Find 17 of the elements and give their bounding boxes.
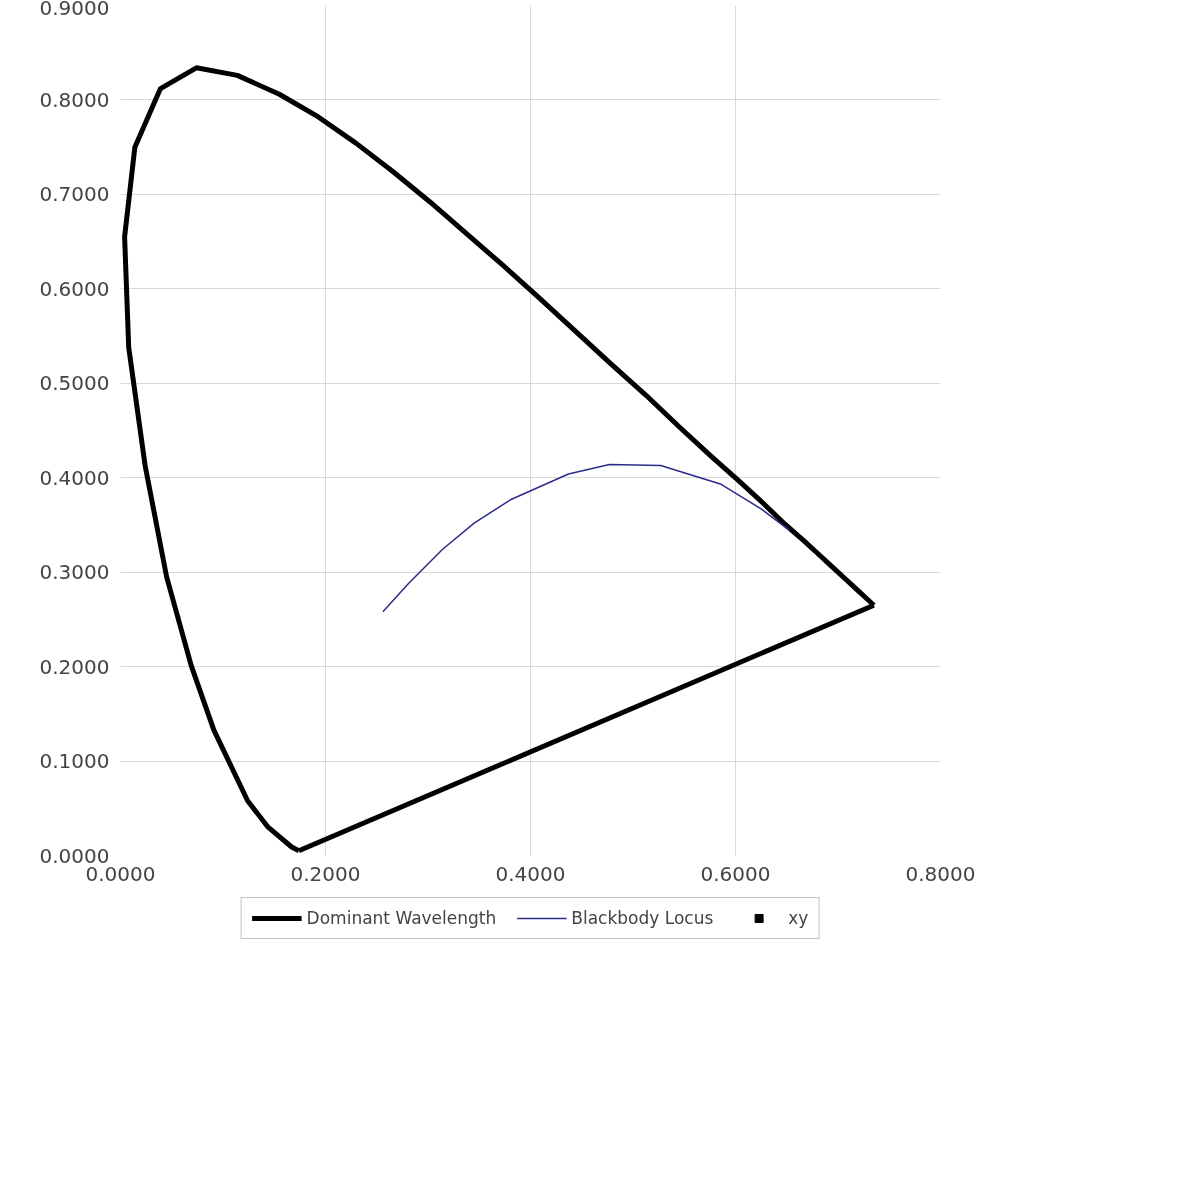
legend-label: Dominant Wavelength	[306, 908, 497, 928]
y-tick-label: 0.3000	[39, 560, 110, 585]
y-tick-label: 0.8000	[39, 87, 110, 112]
y-tick-label: 0.7000	[39, 182, 110, 207]
x-tick-label: 0.8000	[905, 861, 976, 886]
legend-label: Blackbody Locus	[571, 908, 714, 928]
x-tick-label: 0.4000	[495, 861, 566, 886]
y-tick-label: 0.4000	[39, 465, 110, 490]
y-tick-label: 0.6000	[39, 276, 110, 301]
y-tick-label: 0.2000	[39, 654, 110, 679]
x-tick-label: 0.6000	[700, 861, 771, 886]
y-tick-label: 0.1000	[39, 749, 110, 774]
y-tick-label: 0.5000	[39, 371, 110, 396]
legend-label: xy	[788, 908, 809, 928]
x-tick-label: 0.2000	[290, 861, 361, 886]
y-tick-label: 0.0000	[39, 843, 110, 868]
y-tick-label: 0.9000	[39, 0, 110, 20]
